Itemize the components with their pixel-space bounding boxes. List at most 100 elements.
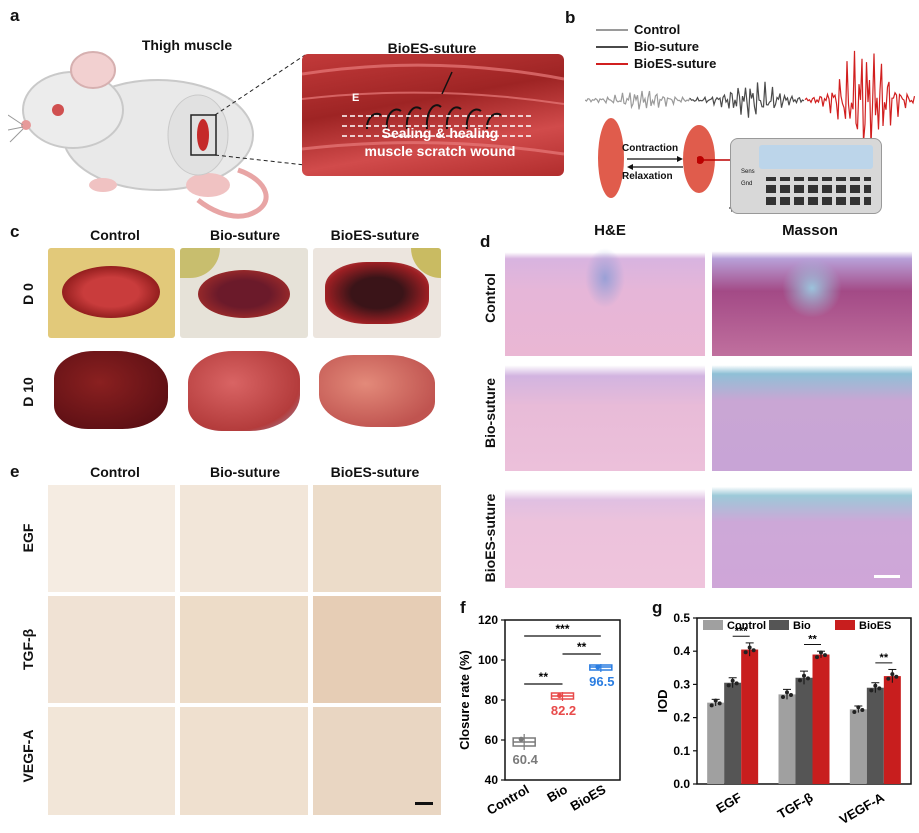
- f-mean-label-2: 96.5: [589, 674, 614, 689]
- g-legend-label-2: BioES: [859, 620, 891, 632]
- g-point-1-2-0: [815, 655, 819, 660]
- g-point-0-1-1: [730, 678, 735, 683]
- g-point-0-2-0: [743, 650, 748, 655]
- g-point-0-1-2: [734, 681, 739, 686]
- g-point-1-1-1: [802, 673, 806, 678]
- mouse-illustration: [7, 30, 298, 220]
- closure-rate-chart: 40 60 80 100 120 Closure rate (%) 60.4 Control 8…: [455, 598, 630, 826]
- g-point-0-2-1: [747, 645, 752, 650]
- g-point-2-2-2: [894, 674, 899, 679]
- e-row-vegf: VEGF-A: [20, 729, 36, 783]
- f-ytick-label: 120: [478, 613, 498, 627]
- g-bar-1-2: [812, 654, 830, 784]
- g-point-2-1-2: [877, 686, 882, 691]
- g-legend-swatch-0: [703, 620, 723, 630]
- g-point-1-2-1: [819, 650, 823, 655]
- c-photo-bioes-d10: [313, 345, 441, 435]
- emg-trace-0: [584, 90, 691, 110]
- g-point-1-0-1: [785, 690, 789, 695]
- g-xtick-label-1: TGF-β: [775, 790, 816, 822]
- emg-trace-2: [804, 50, 916, 145]
- g-legend-label-0: Control: [727, 620, 766, 632]
- legend-control: Control: [596, 22, 680, 37]
- e-ihc-bioes-tgf: [313, 596, 441, 703]
- c-col-bio: Bio-suture: [210, 227, 280, 243]
- g-point-0-1-0: [726, 683, 731, 688]
- g-point-1-1-0: [798, 678, 802, 683]
- g-point-1-0-2: [789, 693, 793, 698]
- f-mean-point-1: [557, 693, 562, 699]
- g-ytick-label: 0.5: [673, 611, 690, 625]
- g-ytick-label: 0.4: [673, 644, 690, 658]
- g-sig-label-2: **: [880, 652, 889, 664]
- f-mean-point-2: [595, 664, 601, 670]
- d-col-he: H&E: [594, 222, 626, 239]
- zoom-dashed-lines: [214, 50, 310, 170]
- e-ihc-bioes-vegf: [313, 707, 441, 815]
- g-legend-label-1: Bio: [793, 620, 811, 632]
- f-ytick-label: 40: [485, 773, 499, 787]
- g-ytick-label: 0.3: [673, 677, 690, 691]
- e-ihc-control-tgf: [48, 596, 175, 703]
- c-col-control: Control: [90, 227, 140, 243]
- f-sig-label-2: **: [577, 640, 587, 654]
- device-port-sens: Sens: [741, 169, 755, 175]
- legend-bio: Bio-suture: [596, 39, 699, 54]
- relaxation-label: Relaxation: [622, 171, 673, 182]
- g-ytick-label: 0.0: [673, 777, 690, 791]
- g-point-2-0-2: [860, 707, 865, 712]
- f-ytick-label: 100: [478, 653, 498, 667]
- g-point-1-1-2: [806, 676, 810, 681]
- d-he-control: [505, 248, 705, 356]
- c-col-bioes: BioES-suture: [330, 227, 420, 243]
- legend-control-text: Control: [634, 22, 681, 37]
- g-sig-label-0: ***: [735, 625, 749, 637]
- c-photo-bio-d10: [180, 345, 308, 435]
- g-bar-0-2: [741, 649, 759, 784]
- muscle-closeup-image: [302, 54, 564, 176]
- c-photo-control-d0: [48, 248, 175, 338]
- panel-e-label: e: [10, 462, 20, 481]
- f-mean-label-0: 60.4: [513, 752, 539, 767]
- panel-a-label: a: [10, 6, 20, 25]
- panel-b-label: b: [565, 8, 576, 27]
- bioes-suture-label: BioES-suture: [387, 40, 477, 56]
- d-he-bioes: [505, 478, 705, 588]
- e-row-tgf: TGF-β: [20, 628, 36, 670]
- emg-device: Sens Gnd: [730, 138, 882, 214]
- g-bar-0-1: [724, 682, 742, 784]
- f-xtick-label-2: BioES: [568, 781, 609, 813]
- g-point-2-1-1: [873, 683, 878, 688]
- d-scale-bar: [874, 575, 900, 578]
- iod-bar-chart: 0.0 0.1 0.2 0.3 0.4 0.5 IOD Control Bio BioES *** E…: [655, 598, 917, 828]
- g-point-0-2-2: [751, 648, 756, 653]
- emg-signal-traces: [584, 10, 916, 180]
- e-ihc-bio-egf: [180, 485, 308, 592]
- g-point-1-0-0: [781, 695, 785, 700]
- g-point-2-2-0: [886, 676, 891, 681]
- d-row-bio: Bio-suture: [482, 378, 498, 448]
- f-ylabel: Closure rate (%): [457, 650, 472, 750]
- legend-control-line: [596, 28, 628, 31]
- panel-f-label: f: [460, 598, 466, 617]
- e-row-egf: EGF: [20, 523, 36, 553]
- f-mean-point-0: [518, 736, 524, 742]
- c-photo-bioes-d0: [313, 248, 441, 338]
- device-keypad: [766, 177, 871, 205]
- g-bar-2-2: [883, 676, 901, 784]
- contraction-label: Contraction: [622, 143, 679, 154]
- g-point-2-2-1: [890, 672, 895, 677]
- g-bar-0-0: [707, 702, 725, 784]
- e-col-bioes: BioES-suture: [330, 464, 420, 480]
- g-point-2-1-0: [869, 688, 874, 693]
- g-sig-label-1: **: [808, 634, 817, 646]
- g-point-0-0-1: [713, 698, 718, 703]
- legend-bioes-text: BioES-suture: [634, 56, 717, 71]
- d-col-masson: Masson: [782, 222, 838, 239]
- sealing-text-1: Sealing & healing: [381, 125, 499, 141]
- thigh-muscle-label: Thigh muscle: [141, 37, 233, 53]
- g-point-2-0-1: [856, 705, 861, 710]
- g-point-0-0-2: [717, 701, 722, 706]
- e-ihc-bioes-egf: [313, 485, 441, 592]
- e-ihc-bio-tgf: [180, 596, 308, 703]
